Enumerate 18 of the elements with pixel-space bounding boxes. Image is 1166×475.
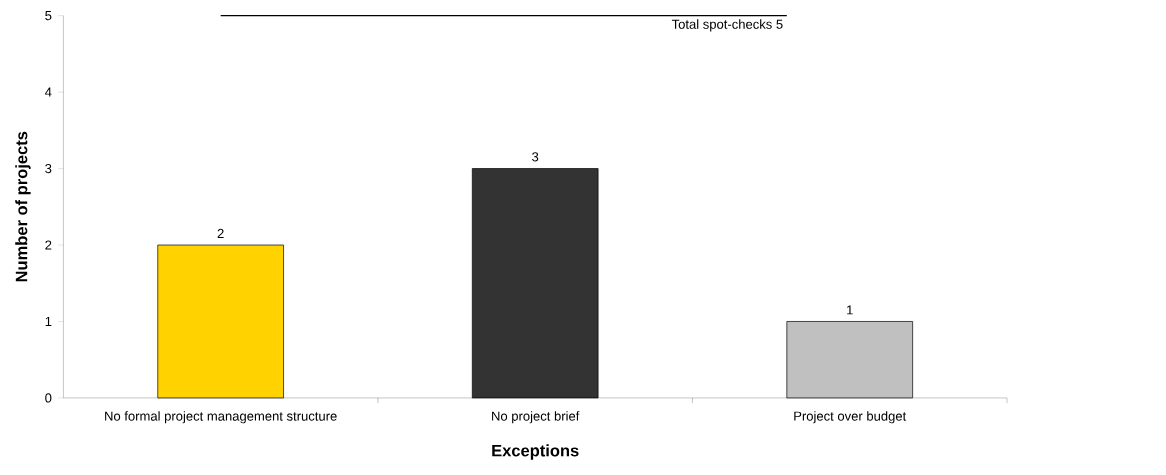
bar xyxy=(786,321,913,399)
data-label: 2 xyxy=(217,228,224,238)
bar xyxy=(157,244,284,399)
y-tick-label: 3 xyxy=(45,163,52,174)
y-tick-label: 4 xyxy=(44,87,52,97)
ref-line-label: Total spot-checks 5 xyxy=(671,19,783,32)
x-tick-label: Project over budget xyxy=(794,411,907,424)
bar xyxy=(471,168,599,399)
data-label: 3 xyxy=(532,152,539,162)
y-tick-label: 1 xyxy=(45,316,52,326)
x-tick-label: No formal project management structure xyxy=(105,411,337,424)
data-label: 1 xyxy=(847,305,853,315)
x-tick-label: No project brief xyxy=(492,411,580,424)
y-axis-title: Number of projects xyxy=(15,131,31,282)
y-tick-label: 0 xyxy=(45,393,52,403)
x-axis-title: Exceptions xyxy=(492,444,579,460)
y-tick-label: 5 xyxy=(45,10,52,21)
y-tick-label: 2 xyxy=(45,240,52,250)
